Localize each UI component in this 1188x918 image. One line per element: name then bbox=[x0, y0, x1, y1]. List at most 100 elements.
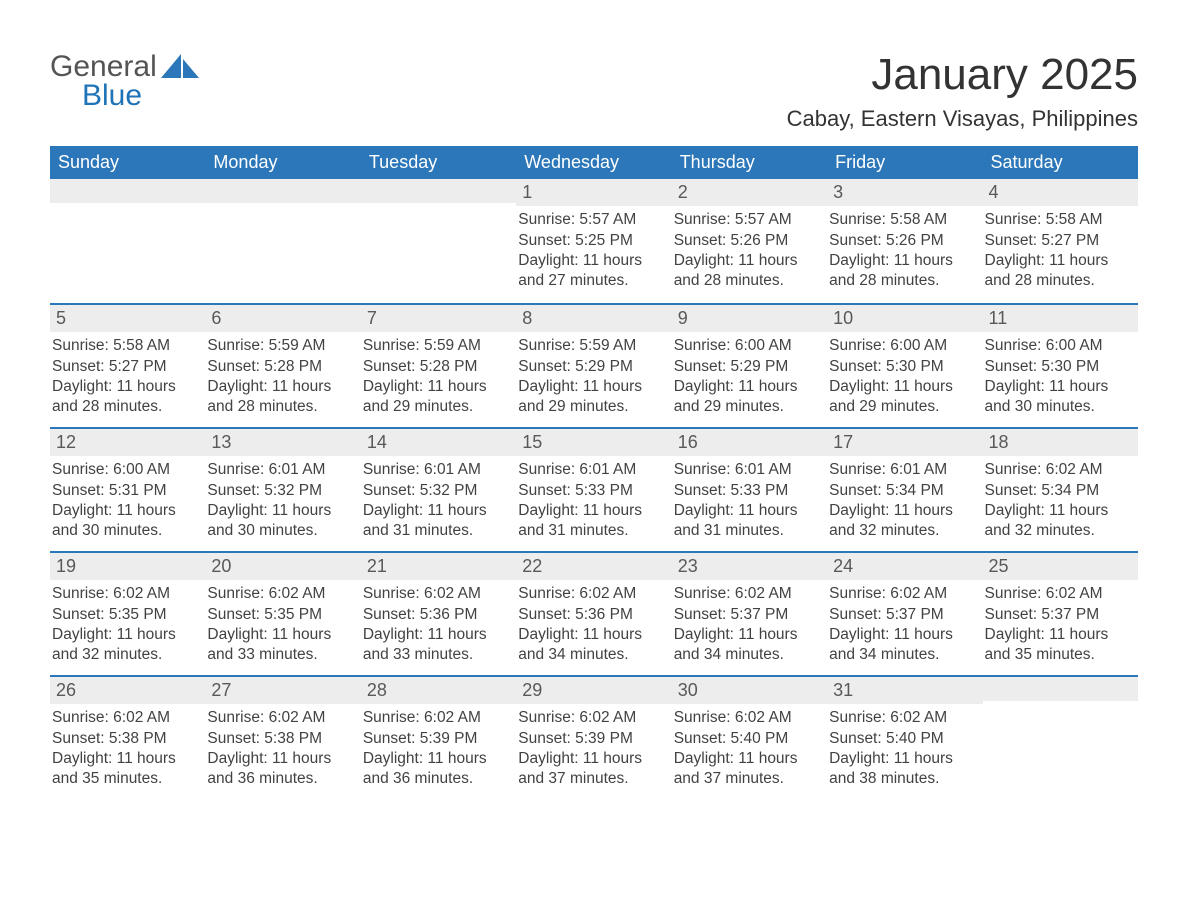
day-cell: 27Sunrise: 6:02 AMSunset: 5:38 PMDayligh… bbox=[205, 677, 360, 799]
sunset-line: Sunset: 5:32 PM bbox=[363, 481, 512, 501]
daylight-line: Daylight: 11 hours and 27 minutes. bbox=[518, 251, 667, 291]
day-cell: 4Sunrise: 5:58 AMSunset: 5:27 PMDaylight… bbox=[983, 179, 1138, 303]
day-cell: 3Sunrise: 5:58 AMSunset: 5:26 PMDaylight… bbox=[827, 179, 982, 303]
sunrise-line: Sunrise: 6:01 AM bbox=[829, 460, 978, 480]
sunrise-line: Sunrise: 5:57 AM bbox=[674, 210, 823, 230]
sunset-line: Sunset: 5:35 PM bbox=[207, 605, 356, 625]
title-block: January 2025 Cabay, Eastern Visayas, Phi… bbox=[787, 50, 1138, 132]
daylight-line: Daylight: 11 hours and 34 minutes. bbox=[518, 625, 667, 665]
daylight-line: Daylight: 11 hours and 29 minutes. bbox=[363, 377, 512, 417]
weekday-header: Saturday bbox=[983, 146, 1138, 179]
day-number: 30 bbox=[672, 677, 827, 704]
day-body: Sunrise: 6:00 AMSunset: 5:30 PMDaylight:… bbox=[827, 332, 982, 421]
sunrise-line: Sunrise: 6:00 AM bbox=[829, 336, 978, 356]
sunrise-line: Sunrise: 6:02 AM bbox=[52, 584, 201, 604]
day-number: 3 bbox=[827, 179, 982, 206]
day-body: Sunrise: 5:59 AMSunset: 5:28 PMDaylight:… bbox=[361, 332, 516, 421]
day-body: Sunrise: 5:59 AMSunset: 5:28 PMDaylight:… bbox=[205, 332, 360, 421]
day-cell: 22Sunrise: 6:02 AMSunset: 5:36 PMDayligh… bbox=[516, 553, 671, 675]
day-body: Sunrise: 6:02 AMSunset: 5:36 PMDaylight:… bbox=[361, 580, 516, 669]
day-number: 8 bbox=[516, 305, 671, 332]
sunrise-line: Sunrise: 6:02 AM bbox=[829, 584, 978, 604]
day-number: 20 bbox=[205, 553, 360, 580]
sunset-line: Sunset: 5:38 PM bbox=[207, 729, 356, 749]
day-number: 23 bbox=[672, 553, 827, 580]
sunset-line: Sunset: 5:26 PM bbox=[829, 231, 978, 251]
weekday-header: Friday bbox=[827, 146, 982, 179]
weekday-header: Monday bbox=[205, 146, 360, 179]
day-body: Sunrise: 6:00 AMSunset: 5:29 PMDaylight:… bbox=[672, 332, 827, 421]
daylight-line: Daylight: 11 hours and 34 minutes. bbox=[829, 625, 978, 665]
day-body: Sunrise: 5:59 AMSunset: 5:29 PMDaylight:… bbox=[516, 332, 671, 421]
sunrise-line: Sunrise: 6:02 AM bbox=[363, 708, 512, 728]
sunrise-line: Sunrise: 6:02 AM bbox=[985, 460, 1134, 480]
daylight-line: Daylight: 11 hours and 32 minutes. bbox=[52, 625, 201, 665]
day-body: Sunrise: 6:02 AMSunset: 5:38 PMDaylight:… bbox=[205, 704, 360, 793]
day-number: 12 bbox=[50, 429, 205, 456]
page-header: General Blue January 2025 Cabay, Eastern… bbox=[50, 50, 1138, 132]
day-cell: 15Sunrise: 6:01 AMSunset: 5:33 PMDayligh… bbox=[516, 429, 671, 551]
week-row: 26Sunrise: 6:02 AMSunset: 5:38 PMDayligh… bbox=[50, 675, 1138, 799]
day-cell: 29Sunrise: 6:02 AMSunset: 5:39 PMDayligh… bbox=[516, 677, 671, 799]
day-number: 18 bbox=[983, 429, 1138, 456]
day-cell bbox=[983, 677, 1138, 799]
day-number: 7 bbox=[361, 305, 516, 332]
week-row: 1Sunrise: 5:57 AMSunset: 5:25 PMDaylight… bbox=[50, 179, 1138, 303]
sunset-line: Sunset: 5:38 PM bbox=[52, 729, 201, 749]
day-body: Sunrise: 6:02 AMSunset: 5:38 PMDaylight:… bbox=[50, 704, 205, 793]
sunrise-line: Sunrise: 6:02 AM bbox=[363, 584, 512, 604]
sunset-line: Sunset: 5:28 PM bbox=[363, 357, 512, 377]
sunset-line: Sunset: 5:34 PM bbox=[829, 481, 978, 501]
day-body: Sunrise: 6:02 AMSunset: 5:37 PMDaylight:… bbox=[827, 580, 982, 669]
day-number: 13 bbox=[205, 429, 360, 456]
week-row: 5Sunrise: 5:58 AMSunset: 5:27 PMDaylight… bbox=[50, 303, 1138, 427]
day-cell: 24Sunrise: 6:02 AMSunset: 5:37 PMDayligh… bbox=[827, 553, 982, 675]
day-cell bbox=[50, 179, 205, 303]
sunrise-line: Sunrise: 6:02 AM bbox=[985, 584, 1134, 604]
daylight-line: Daylight: 11 hours and 32 minutes. bbox=[829, 501, 978, 541]
daylight-line: Daylight: 11 hours and 36 minutes. bbox=[207, 749, 356, 789]
day-body: Sunrise: 5:58 AMSunset: 5:26 PMDaylight:… bbox=[827, 206, 982, 295]
day-body: Sunrise: 5:58 AMSunset: 5:27 PMDaylight:… bbox=[50, 332, 205, 421]
sunrise-line: Sunrise: 6:02 AM bbox=[829, 708, 978, 728]
day-cell: 19Sunrise: 6:02 AMSunset: 5:35 PMDayligh… bbox=[50, 553, 205, 675]
sunrise-line: Sunrise: 5:57 AM bbox=[518, 210, 667, 230]
day-cell: 30Sunrise: 6:02 AMSunset: 5:40 PMDayligh… bbox=[672, 677, 827, 799]
week-row: 19Sunrise: 6:02 AMSunset: 5:35 PMDayligh… bbox=[50, 551, 1138, 675]
day-number: 6 bbox=[205, 305, 360, 332]
sunrise-line: Sunrise: 6:02 AM bbox=[518, 584, 667, 604]
sunset-line: Sunset: 5:27 PM bbox=[985, 231, 1134, 251]
day-body: Sunrise: 6:02 AMSunset: 5:40 PMDaylight:… bbox=[672, 704, 827, 793]
sail-icon bbox=[161, 54, 201, 85]
day-body: Sunrise: 5:57 AMSunset: 5:25 PMDaylight:… bbox=[516, 206, 671, 295]
daylight-line: Daylight: 11 hours and 38 minutes. bbox=[829, 749, 978, 789]
day-body: Sunrise: 6:02 AMSunset: 5:37 PMDaylight:… bbox=[672, 580, 827, 669]
daylight-line: Daylight: 11 hours and 28 minutes. bbox=[985, 251, 1134, 291]
day-cell: 11Sunrise: 6:00 AMSunset: 5:30 PMDayligh… bbox=[983, 305, 1138, 427]
sunset-line: Sunset: 5:29 PM bbox=[674, 357, 823, 377]
sunset-line: Sunset: 5:40 PM bbox=[674, 729, 823, 749]
day-body: Sunrise: 6:02 AMSunset: 5:39 PMDaylight:… bbox=[361, 704, 516, 793]
sunrise-line: Sunrise: 6:00 AM bbox=[985, 336, 1134, 356]
sunset-line: Sunset: 5:37 PM bbox=[985, 605, 1134, 625]
day-number: 2 bbox=[672, 179, 827, 206]
day-cell: 16Sunrise: 6:01 AMSunset: 5:33 PMDayligh… bbox=[672, 429, 827, 551]
day-number bbox=[50, 179, 205, 203]
sunrise-line: Sunrise: 5:59 AM bbox=[518, 336, 667, 356]
sunset-line: Sunset: 5:27 PM bbox=[52, 357, 201, 377]
day-body: Sunrise: 6:00 AMSunset: 5:31 PMDaylight:… bbox=[50, 456, 205, 545]
sunset-line: Sunset: 5:25 PM bbox=[518, 231, 667, 251]
day-cell: 10Sunrise: 6:00 AMSunset: 5:30 PMDayligh… bbox=[827, 305, 982, 427]
day-cell: 1Sunrise: 5:57 AMSunset: 5:25 PMDaylight… bbox=[516, 179, 671, 303]
week-row: 12Sunrise: 6:00 AMSunset: 5:31 PMDayligh… bbox=[50, 427, 1138, 551]
sunset-line: Sunset: 5:39 PM bbox=[518, 729, 667, 749]
daylight-line: Daylight: 11 hours and 37 minutes. bbox=[674, 749, 823, 789]
day-number: 16 bbox=[672, 429, 827, 456]
day-number: 4 bbox=[983, 179, 1138, 206]
sunrise-line: Sunrise: 6:02 AM bbox=[518, 708, 667, 728]
daylight-line: Daylight: 11 hours and 30 minutes. bbox=[207, 501, 356, 541]
day-body: Sunrise: 6:02 AMSunset: 5:39 PMDaylight:… bbox=[516, 704, 671, 793]
day-body: Sunrise: 5:57 AMSunset: 5:26 PMDaylight:… bbox=[672, 206, 827, 295]
sunrise-line: Sunrise: 6:01 AM bbox=[674, 460, 823, 480]
day-cell: 20Sunrise: 6:02 AMSunset: 5:35 PMDayligh… bbox=[205, 553, 360, 675]
